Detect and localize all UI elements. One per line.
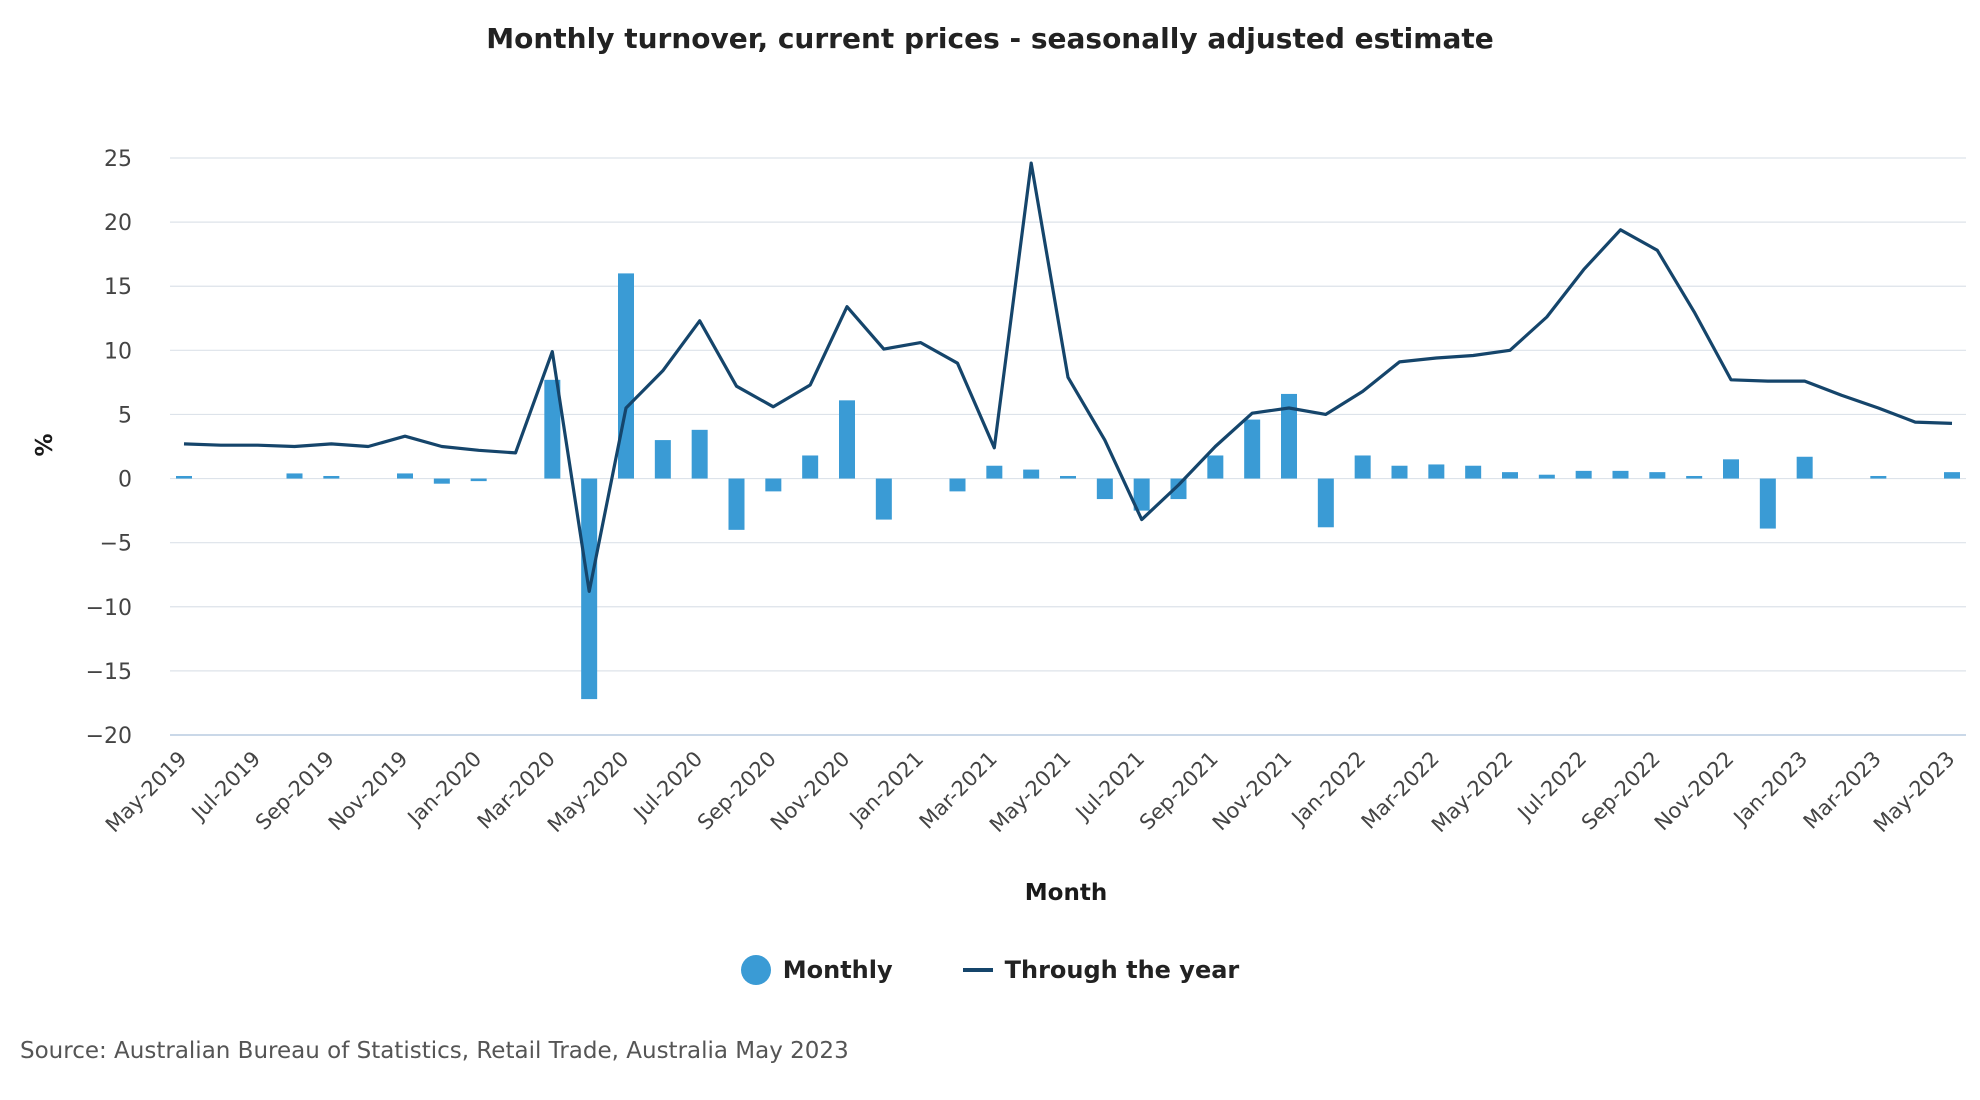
y-tick-label: 25 <box>104 147 132 172</box>
y-tick-label: 15 <box>104 275 132 300</box>
bar-monthly[interactable] <box>986 465 1003 479</box>
bar-monthly[interactable] <box>654 440 671 479</box>
y-tick-label: −10 <box>86 596 132 621</box>
bar-monthly[interactable] <box>470 478 487 482</box>
bar-monthly[interactable] <box>765 478 782 492</box>
through-year-line <box>183 161 1953 594</box>
y-tick-label: 20 <box>104 211 132 236</box>
bar-monthly[interactable] <box>1428 464 1445 479</box>
monthly-bars <box>176 273 1960 700</box>
x-tick-label: Nov-2020 <box>766 747 855 836</box>
bar-monthly[interactable] <box>286 473 303 479</box>
y-tick-label: −15 <box>86 660 132 685</box>
bar-monthly[interactable] <box>1207 455 1224 479</box>
bar-monthly[interactable] <box>176 475 192 479</box>
y-tick-label: 0 <box>118 468 132 493</box>
bar-monthly[interactable] <box>949 478 966 492</box>
x-tick-label: May-2020 <box>543 747 634 838</box>
bar-monthly[interactable] <box>397 473 413 479</box>
legend-through-year-swatch <box>962 968 993 972</box>
bar-monthly[interactable] <box>691 429 708 479</box>
bar-monthly[interactable] <box>1023 469 1040 479</box>
y-tick-label: −5 <box>100 532 132 557</box>
legend-item-through-year[interactable]: Through the year <box>962 956 1240 984</box>
x-tick-label: Nov-2019 <box>324 747 413 836</box>
bar-monthly[interactable] <box>1944 472 1960 479</box>
bar-monthly[interactable] <box>1060 475 1076 479</box>
legend-item-monthly[interactable]: Monthly <box>740 955 893 985</box>
x-axis-label: Month <box>1025 880 1107 906</box>
bar-monthly[interactable] <box>1391 465 1408 479</box>
bar-monthly[interactable] <box>1281 393 1297 479</box>
chart-title: Monthly turnover, current prices - seaso… <box>486 22 1494 55</box>
bar-monthly[interactable] <box>1096 478 1113 500</box>
bar-monthly[interactable] <box>1502 472 1518 479</box>
x-tick-label: May-2023 <box>1869 747 1960 838</box>
legend-monthly-label: Monthly <box>782 956 893 984</box>
bar-monthly[interactable] <box>1575 470 1592 479</box>
legend-through-year-label: Through the year <box>1004 956 1240 984</box>
bar-monthly[interactable] <box>728 478 745 530</box>
bar-monthly[interactable] <box>1465 465 1482 479</box>
bar-monthly[interactable] <box>839 400 855 479</box>
bar-monthly[interactable] <box>1612 470 1629 479</box>
bar-monthly[interactable] <box>544 379 561 479</box>
bar-monthly[interactable] <box>1354 455 1371 479</box>
y-tick-label: 10 <box>104 339 132 364</box>
x-axis-ticks: May-2019Jul-2019Sep-2019Nov-2019Jan-2020… <box>101 747 1960 838</box>
bar-monthly[interactable] <box>1244 419 1261 479</box>
bar-monthly[interactable] <box>875 478 892 520</box>
source-note: Source: Australian Bureau of Statistics,… <box>20 1038 849 1064</box>
y-axis-label: % <box>32 433 58 456</box>
bar-monthly[interactable] <box>323 475 340 479</box>
bar-monthly[interactable] <box>1759 478 1776 529</box>
bar-monthly[interactable] <box>1170 478 1187 500</box>
bar-monthly[interactable] <box>618 273 634 479</box>
y-tick-label: 5 <box>118 403 132 428</box>
bar-monthly[interactable] <box>1686 475 1703 479</box>
y-tick-label: −20 <box>86 724 132 749</box>
bar-monthly[interactable] <box>1870 475 1887 479</box>
x-tick-label: Nov-2022 <box>1650 747 1739 836</box>
x-tick-label: May-2022 <box>1427 747 1518 838</box>
bar-monthly[interactable] <box>802 455 819 479</box>
bar-monthly[interactable] <box>433 478 450 484</box>
bar-monthly[interactable] <box>1317 478 1334 528</box>
bar-monthly[interactable] <box>1796 456 1813 479</box>
bar-monthly[interactable] <box>1649 472 1666 479</box>
y-axis-ticks: 25 20 15 10 5 0 −5 −10 −15 −20 <box>86 147 132 749</box>
bar-monthly[interactable] <box>1723 459 1739 479</box>
bar-monthly[interactable] <box>1538 474 1555 479</box>
bar-monthly[interactable] <box>1133 478 1150 511</box>
x-tick-label: May-2019 <box>101 747 192 838</box>
legend-monthly-swatch <box>740 955 771 985</box>
legend: Monthly Through the year <box>0 955 1980 985</box>
x-tick-label: Nov-2021 <box>1208 747 1297 836</box>
line-through-the-year[interactable] <box>183 161 1953 594</box>
x-tick-label: May-2021 <box>985 747 1076 838</box>
